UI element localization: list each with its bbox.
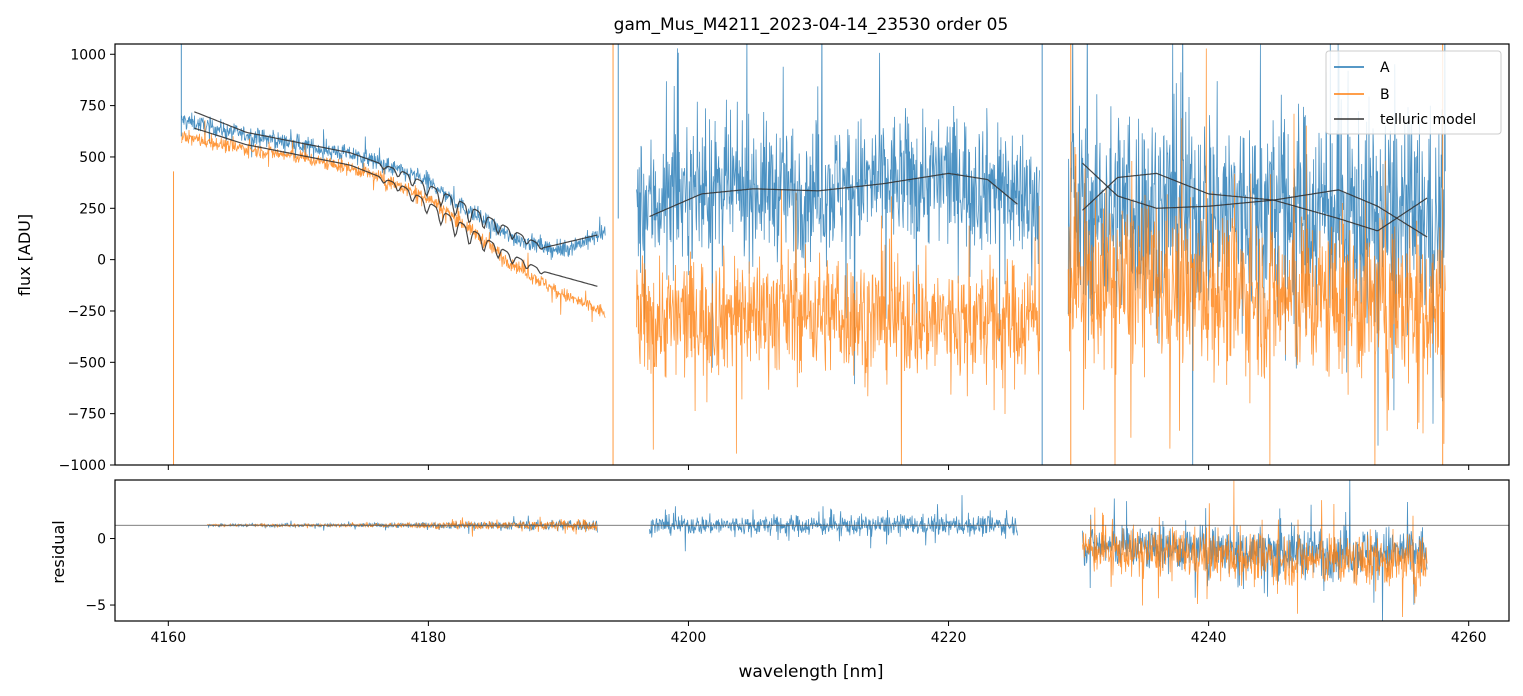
residual-plot-area — [115, 480, 1509, 621]
flux-x-ticks — [167, 465, 1470, 470]
telluric-model-curve-5 — [1082, 172, 1428, 232]
flux-y-axis-label: flux [ADU] — [15, 214, 34, 296]
legend-label-telluric: telluric model — [1380, 112, 1476, 128]
legend: A B telluric model — [1325, 50, 1502, 135]
flux-y-tick-label: −750 — [68, 407, 106, 423]
flux-y-tick-label: 750 — [79, 99, 106, 115]
flux-y-ticks: −1000 −750 −500 −250 0 250 500 750 1000 — [59, 47, 115, 474]
residual-y-tick-label: −5 — [85, 598, 106, 614]
x-tick-label: 4200 — [671, 630, 707, 646]
x-tick-label: 4180 — [411, 630, 447, 646]
residual-series-b-segment-1 — [206, 516, 598, 537]
chart-title: gam_Mus_M4211_2023-04-14_23530 order 05 — [614, 15, 1009, 35]
residual-axes-frame — [114, 479, 1510, 622]
flux-y-tick-label: 500 — [79, 150, 106, 166]
residual-series-b-segment-2 — [1082, 480, 1428, 618]
residual-y-axis-label: residual — [49, 520, 68, 583]
flux-y-tick-label: 1000 — [70, 47, 106, 63]
flux-panel: −1000 −750 −500 −250 0 250 500 750 1000 flux [AD… — [15, 43, 1510, 474]
legend-label-a: A — [1380, 60, 1390, 76]
flux-series-b-segment-3 — [1067, 48, 1446, 465]
flux-y-tick-label: −500 — [68, 355, 106, 371]
flux-plot-area — [173, 44, 1446, 465]
x-tick-label: 4160 — [150, 630, 186, 646]
x-axis-label: wavelength [nm] — [738, 662, 883, 682]
telluric-model-curve-3 — [649, 172, 1018, 218]
flux-y-tick-label: −250 — [68, 304, 106, 320]
flux-y-tick-label: 250 — [79, 201, 106, 217]
legend-box — [1325, 50, 1502, 135]
residual-y-tick-label: 0 — [97, 532, 106, 548]
residual-panel: −5 0 4160 4180 4200 4220 4240 4260 residual wa… — [49, 479, 1510, 682]
residual-series-a-segment-2 — [649, 495, 1018, 552]
telluric-model-curve-1 — [194, 111, 598, 250]
flux-y-tick-label: 0 — [97, 253, 106, 269]
telluric-model-curve-2 — [194, 127, 598, 287]
residual-y-ticks: −5 0 — [85, 532, 115, 614]
legend-label-b: B — [1380, 87, 1390, 103]
x-tick-label: 4220 — [931, 630, 967, 646]
flux-series-a-segment-1 — [180, 112, 606, 260]
flux-series-b-segment-1 — [180, 120, 606, 323]
telluric-model-curve-4 — [1082, 162, 1428, 238]
x-tick-label: 4260 — [1451, 630, 1487, 646]
x-tick-label: 4240 — [1191, 630, 1227, 646]
residual-x-ticks: 4160 4180 4200 4220 4240 4260 — [150, 621, 1487, 646]
flux-y-tick-label: −1000 — [59, 458, 106, 474]
flux-series-b-segment-2 — [636, 189, 1040, 465]
flux-axes-frame — [114, 43, 1510, 466]
flux-series-a-segment-2 — [636, 44, 1040, 385]
